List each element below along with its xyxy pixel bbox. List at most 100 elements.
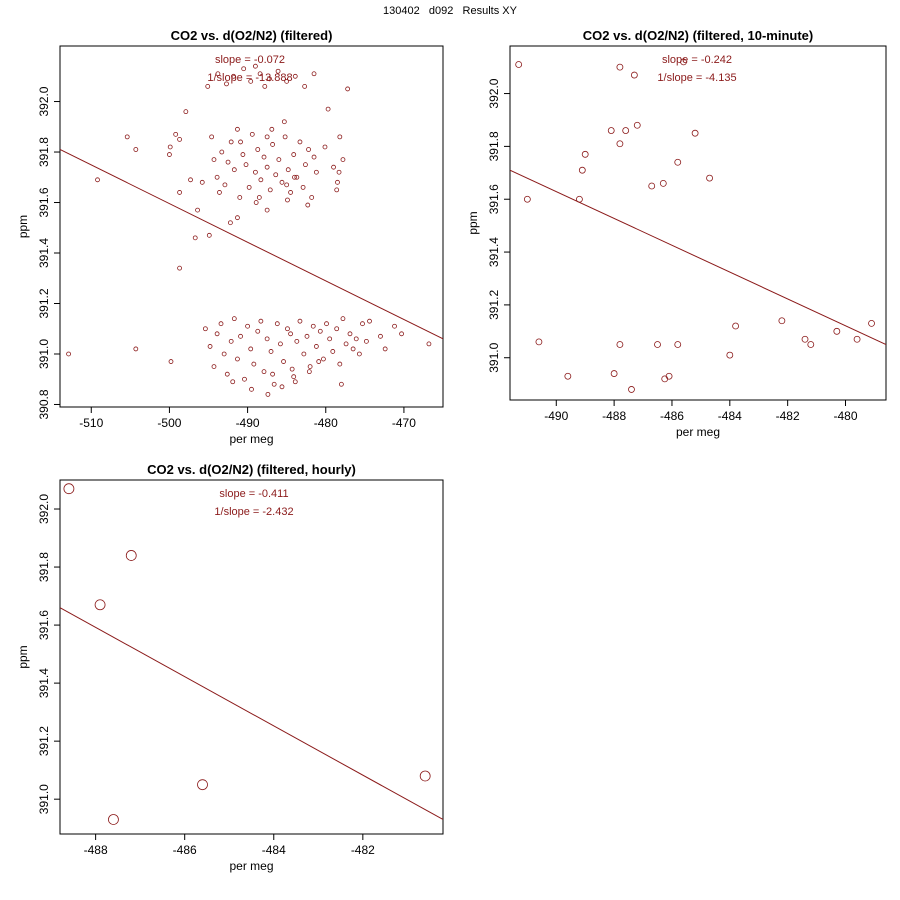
- data-point: [214, 174, 220, 180]
- data-point: [242, 376, 247, 382]
- data-point: [224, 371, 230, 377]
- data-point: [267, 76, 272, 82]
- data-point: [133, 346, 139, 352]
- data-point: [345, 86, 351, 92]
- data-point: [282, 134, 288, 140]
- data-point: [392, 323, 397, 329]
- data-point: [311, 71, 317, 77]
- data-point: [292, 174, 297, 180]
- x-tick-label: -486: [660, 409, 684, 423]
- data-point: [264, 336, 270, 342]
- data-point: [327, 336, 333, 342]
- data-point: [173, 131, 179, 137]
- data-point: [94, 599, 106, 611]
- data-point: [297, 318, 303, 324]
- data-point: [285, 197, 290, 203]
- data-point: [251, 361, 257, 367]
- data-point: [292, 379, 298, 385]
- data-point: [426, 341, 432, 347]
- data-point: [264, 134, 270, 140]
- data-point: [665, 372, 673, 380]
- data-point: [228, 139, 234, 145]
- data-point: [648, 182, 656, 190]
- data-point: [258, 177, 264, 183]
- y-tick-label: 391.0: [37, 784, 51, 814]
- data-point: [336, 169, 342, 175]
- data-point: [235, 126, 240, 132]
- y-tick-label: 390.8: [37, 389, 51, 419]
- y-tick-label: 392.0: [487, 78, 501, 108]
- data-point: [321, 356, 326, 362]
- y-tick-label: 391.4: [37, 668, 51, 698]
- y-axis-label: ppm: [16, 645, 30, 668]
- data-point: [680, 58, 687, 66]
- data-point: [674, 158, 682, 166]
- data-point: [261, 154, 267, 160]
- data-point: [262, 83, 268, 89]
- data-point: [264, 164, 270, 170]
- data-point: [301, 351, 307, 357]
- data-point: [304, 333, 310, 339]
- data-point: [219, 149, 225, 155]
- data-point: [188, 177, 193, 183]
- slope-annotation: slope = -0.242: [662, 54, 732, 66]
- data-point: [177, 265, 182, 271]
- data-point: [316, 359, 322, 364]
- data-point: [807, 341, 815, 348]
- data-point: [231, 167, 237, 173]
- data-point: [63, 483, 75, 495]
- x-tick-label: -480: [833, 409, 857, 423]
- data-point: [248, 78, 254, 84]
- y-tick-label: 391.8: [37, 552, 51, 582]
- x-tick-label: -482: [351, 843, 375, 857]
- y-axis-label: ppm: [466, 211, 480, 234]
- y-tick-label: 391.0: [487, 342, 501, 372]
- data-point: [231, 73, 236, 79]
- data-point: [278, 341, 283, 347]
- data-point: [535, 338, 543, 346]
- data-point: [284, 182, 290, 188]
- data-point: [218, 321, 224, 327]
- data-point: [214, 331, 220, 337]
- data-point: [253, 200, 259, 205]
- x-axis-label: per meg: [676, 425, 720, 439]
- data-point: [607, 127, 615, 134]
- data-point: [610, 370, 618, 377]
- data-point: [289, 366, 295, 372]
- x-tick-label: -484: [718, 409, 742, 423]
- data-point: [325, 106, 331, 112]
- data-point: [249, 386, 254, 392]
- data-point: [133, 147, 139, 152]
- data-point: [732, 322, 739, 330]
- data-point: [268, 349, 274, 354]
- x-tick-label: -484: [262, 843, 286, 857]
- data-point: [335, 179, 340, 185]
- data-point: [706, 174, 713, 182]
- data-point: [564, 372, 572, 380]
- data-point: [205, 83, 211, 89]
- data-point: [255, 328, 261, 334]
- data-point: [192, 235, 198, 241]
- data-point: [291, 374, 297, 380]
- data-point: [523, 195, 531, 203]
- data-point: [255, 147, 261, 152]
- data-point: [108, 814, 119, 825]
- chart-title: CO2 vs. d(O2/N2) (filtered): [171, 28, 333, 43]
- x-tick-label: -500: [157, 416, 181, 430]
- data-point: [317, 328, 323, 334]
- x-tick-label: -488: [84, 843, 108, 857]
- data-point: [215, 71, 221, 77]
- data-point: [248, 346, 254, 352]
- data-point: [367, 318, 372, 324]
- inverse-slope-annotation: 1/slope = -4.135: [657, 72, 736, 84]
- data-point: [285, 167, 291, 173]
- y-tick-label: 391.4: [487, 237, 501, 267]
- data-point: [264, 207, 270, 213]
- data-point: [197, 779, 208, 791]
- data-point: [337, 134, 343, 140]
- data-point: [334, 187, 340, 193]
- data-point: [297, 139, 303, 145]
- plot-frame: [59, 479, 444, 835]
- plot-frame: [509, 45, 887, 401]
